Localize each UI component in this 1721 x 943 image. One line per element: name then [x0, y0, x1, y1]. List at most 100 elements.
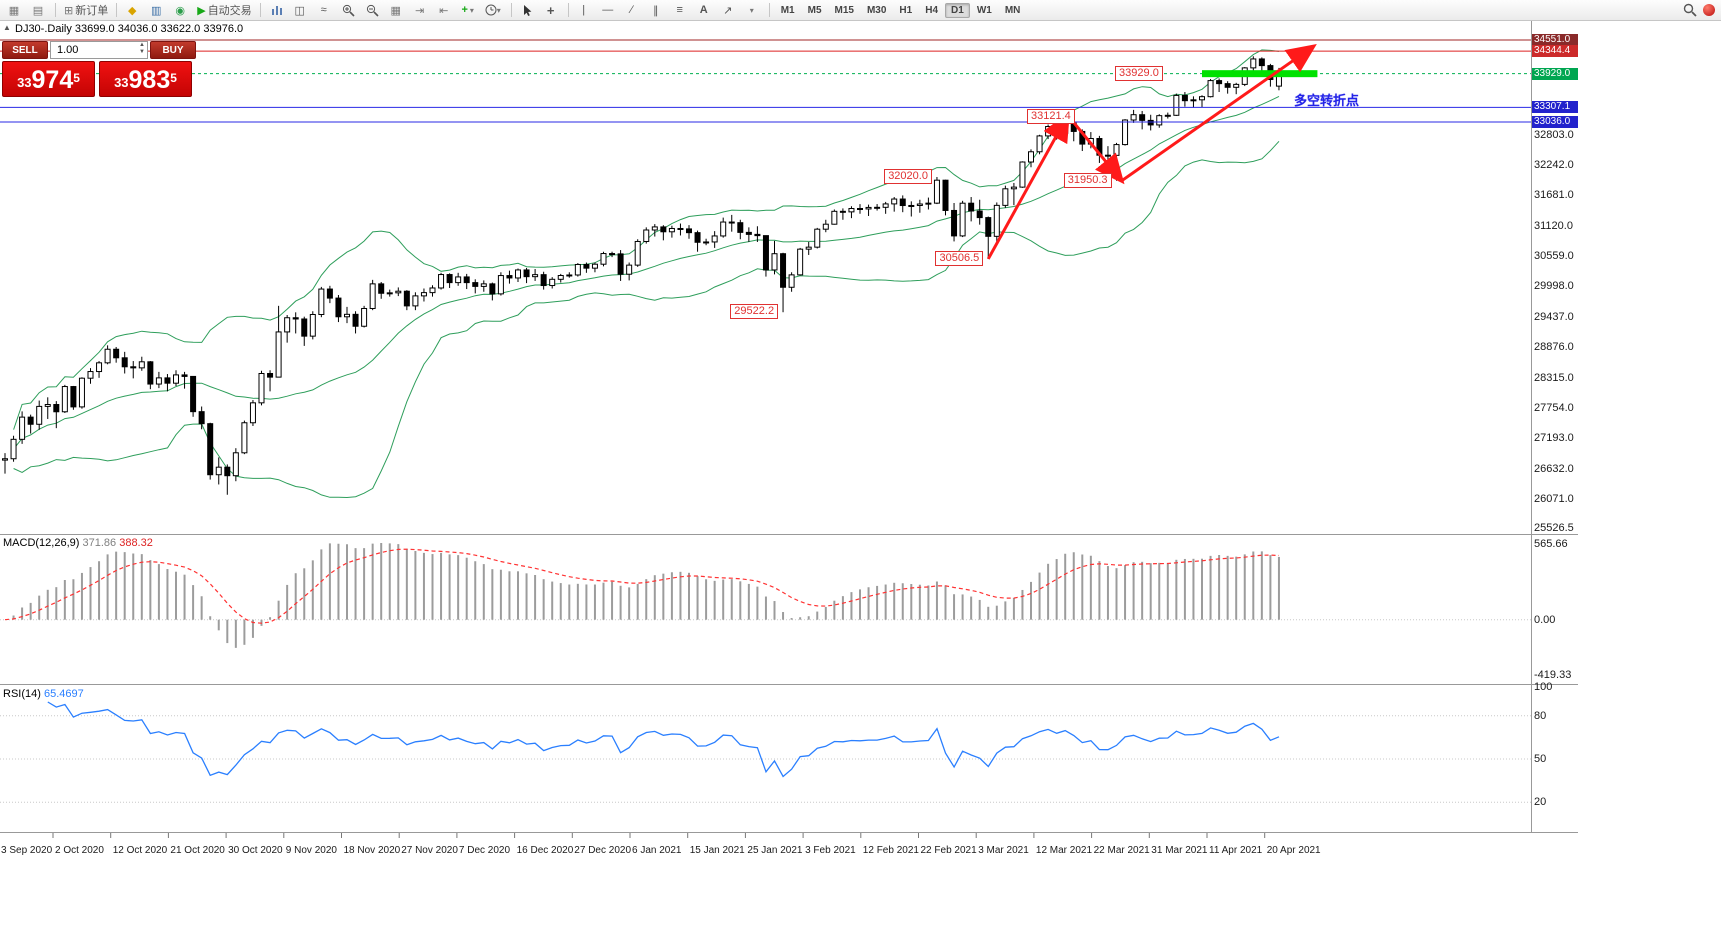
arrows-tool-icon: ↗ — [723, 4, 733, 17]
shapes-dropdown-button[interactable]: ▾ — [742, 2, 764, 19]
autotrade-play-icon: ▶ — [197, 4, 206, 17]
sell-button[interactable]: SELL — [2, 41, 48, 59]
candlestick-chart-button[interactable]: ◫ — [290, 2, 312, 19]
cursor-icon — [524, 4, 532, 16]
trendline-icon: ∕ — [630, 4, 633, 16]
bar-chart-button[interactable] — [266, 2, 288, 19]
chart-shift-icon: ⇥ — [415, 4, 425, 17]
timeframe-w1[interactable]: W1 — [976, 4, 992, 16]
macd-histogram — [12, 543, 1280, 648]
periods-button[interactable]: ▾ — [482, 2, 506, 19]
chart-shift-button[interactable]: ⇥ — [410, 2, 432, 19]
fibonacci-icon: ≡ — [676, 4, 683, 16]
bollinger-bands — [13, 49, 1280, 499]
timeframe-m1[interactable]: M1 — [780, 4, 795, 16]
zoom-out-button[interactable] — [362, 2, 384, 19]
timeframe-m5[interactable]: M5 — [807, 4, 822, 16]
chart-note-text[interactable]: 多空转折点 — [1294, 93, 1360, 108]
trend-arrow[interactable] — [1066, 114, 1125, 185]
crosshair-tool-button[interactable]: + — [541, 2, 563, 19]
buy-button[interactable]: BUY — [150, 41, 196, 59]
macd-main-value: 371.86 — [82, 537, 117, 549]
horizontal-line-icon: — — [602, 4, 614, 16]
sell-price[interactable]: 33 974 5 — [2, 61, 95, 97]
trend-arrow[interactable] — [986, 111, 1070, 260]
data-window-button[interactable]: ▥ — [146, 2, 168, 19]
main-toolbar: ▦ ▤ ⊞ 新订单 ◆ ▥ ◉ ▶ 自动交易 ◫ ≈ ▦ ⇥ ⇤ + ▾ ▾ + | … — [0, 0, 1721, 21]
navigator-button[interactable]: ◉ — [170, 2, 192, 19]
time-axis[interactable] — [0, 833, 1578, 861]
zoom-in-icon — [343, 4, 355, 17]
bar-chart-icon — [271, 6, 282, 15]
timeframe-h1[interactable]: H1 — [899, 4, 913, 16]
vertical-line-icon: | — [582, 4, 586, 16]
market-watch-button[interactable]: ◆ — [122, 2, 144, 19]
data-window-icon: ▥ — [151, 4, 162, 17]
one-click-collapse-icon[interactable]: ▲ — [3, 23, 11, 32]
search-icon[interactable] — [1683, 3, 1697, 17]
line-chart-icon: ≈ — [320, 4, 327, 16]
vertical-line-tool-button[interactable]: | — [574, 2, 596, 19]
new-order-icon: ⊞ — [64, 4, 74, 17]
zoom-in-button[interactable] — [338, 2, 360, 19]
chevron-down-icon: ▾ — [749, 5, 754, 15]
volume-value: 1.00 — [57, 44, 79, 56]
toolbar-separator — [116, 3, 118, 17]
crosshair-icon: + — [546, 2, 555, 18]
macd-signal-line — [4, 548, 1280, 624]
trend-arrow[interactable] — [1120, 43, 1317, 183]
rsi-value: 65.4697 — [43, 688, 84, 700]
horizontal-line-tool-button[interactable]: — — [598, 2, 620, 19]
line-chart-button[interactable]: ≈ — [314, 2, 336, 19]
toolbar-separator — [768, 3, 770, 17]
chart-symbol-title: DJ30-.Daily 33699.0 34036.0 33622.0 3397… — [15, 23, 244, 35]
timeframe-h4[interactable]: H4 — [925, 4, 939, 16]
text-tool-icon: A — [699, 4, 708, 16]
timeframe-d1[interactable]: D1 — [945, 2, 970, 18]
new-chart-button[interactable]: ▦ — [4, 2, 26, 19]
volume-down-icon[interactable]: ▼ — [139, 49, 145, 55]
timeframe-mn[interactable]: MN — [1004, 4, 1021, 16]
trendline-tool-button[interactable]: ∕ — [622, 2, 644, 19]
toolbar-separator — [259, 3, 261, 17]
macd-title: MACD(12,26,9) — [3, 537, 80, 549]
auto-scroll-button[interactable]: ⇤ — [434, 2, 456, 19]
indicators-plus-icon: + — [461, 4, 468, 16]
new-order-button[interactable]: ⊞ 新订单 — [61, 2, 111, 19]
volume-up-icon[interactable]: ▲ — [139, 42, 145, 48]
support-zone-highlight[interactable] — [1202, 70, 1318, 78]
rsi-line — [47, 701, 1280, 778]
timeframe-m30[interactable]: M30 — [866, 4, 887, 16]
macd-signal-value: 388.32 — [119, 537, 153, 549]
autotrade-button[interactable]: ▶ 自动交易 — [194, 2, 254, 19]
chevron-down-icon: ▾ — [469, 5, 474, 15]
timeframe-buttons: M1 M5 M15 M30 H1 H4 D1 W1 MN — [775, 2, 1027, 18]
arrows-tool-button[interactable]: ↗ — [718, 2, 740, 19]
channel-tool-button[interactable]: ∥ — [646, 2, 668, 19]
text-tool-button[interactable]: A — [694, 2, 716, 19]
timeframe-m15[interactable]: M15 — [834, 4, 854, 16]
new-chart-icon: ▦ — [8, 4, 20, 17]
navigator-icon: ◉ — [175, 4, 186, 17]
fibonacci-tool-button[interactable]: ≡ — [670, 2, 692, 19]
candlestick-icon: ◫ — [294, 4, 305, 17]
price-axis[interactable] — [1531, 21, 1578, 832]
tile-windows-icon: ▦ — [390, 4, 401, 17]
chart-profiles-button[interactable]: ▤ — [28, 2, 50, 19]
rsi-title: RSI(14) — [3, 688, 41, 700]
buy-price[interactable]: 33 983 5 — [99, 61, 192, 97]
clock-icon — [485, 4, 497, 16]
autotrade-label: 自动交易 — [207, 5, 252, 17]
toolbar-separator — [510, 3, 512, 17]
market-watch-icon: ◆ — [127, 4, 137, 17]
macd-indicator-label: MACD(12,26,9) 371.86 388.32 — [3, 537, 153, 549]
channel-icon: ∥ — [652, 4, 659, 17]
cursor-tool-button[interactable] — [517, 2, 539, 19]
tile-windows-button[interactable]: ▦ — [386, 2, 408, 19]
toolbar-separator — [567, 3, 569, 17]
mql5-community-icon[interactable] — [1703, 4, 1715, 16]
indicators-button[interactable]: + ▾ — [458, 2, 480, 19]
volume-input[interactable]: 1.00 ▲ ▼ — [50, 41, 148, 59]
chevron-down-icon: ▾ — [496, 5, 501, 15]
